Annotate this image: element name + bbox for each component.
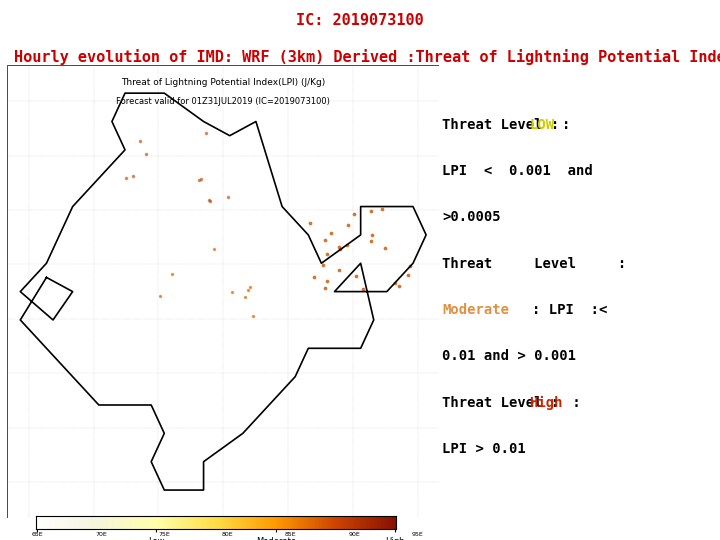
Text: 90E: 90E: [348, 532, 360, 537]
Point: [134, 137, 145, 145]
Point: [193, 176, 204, 185]
Point: [393, 282, 405, 291]
Point: [325, 229, 336, 238]
Point: [247, 312, 258, 320]
Text: Threat Level :: Threat Level :: [442, 118, 567, 132]
Point: [317, 261, 328, 269]
Point: [227, 288, 238, 296]
Text: Moderate: Moderate: [442, 303, 509, 317]
Point: [155, 292, 166, 300]
Point: [333, 243, 345, 252]
Point: [204, 197, 216, 205]
Point: [341, 241, 352, 249]
Point: [242, 285, 253, 294]
Point: [377, 205, 388, 214]
Text: Threat of Lightning Potential Index(LPI) (J/Kg): Threat of Lightning Potential Index(LPI)…: [121, 78, 325, 87]
Point: [208, 245, 220, 254]
Point: [404, 261, 415, 270]
Text: 70E: 70E: [95, 532, 107, 537]
Text: 95E: 95E: [412, 532, 423, 537]
Point: [127, 172, 138, 180]
Point: [244, 282, 256, 291]
Point: [366, 207, 377, 215]
Point: [366, 231, 378, 240]
Point: [322, 277, 333, 286]
Text: 0.01 and > 0.001: 0.01 and > 0.001: [442, 349, 576, 363]
Point: [305, 219, 316, 227]
Point: [222, 192, 234, 201]
Text: High: High: [529, 396, 563, 410]
Point: [196, 174, 207, 183]
Point: [203, 196, 215, 205]
Text: 80E: 80E: [222, 532, 233, 537]
Text: 65E: 65E: [32, 532, 43, 537]
Text: Threat Level :: Threat Level :: [442, 396, 567, 410]
Text: IC: 2019073100: IC: 2019073100: [296, 13, 424, 28]
Text: Forecast valid for 01Z31JUL2019 (IC=2019073100): Forecast valid for 01Z31JUL2019 (IC=2019…: [116, 97, 330, 105]
Point: [120, 174, 131, 183]
Text: LOW: LOW: [529, 118, 554, 132]
Point: [390, 279, 401, 288]
Point: [140, 149, 152, 158]
Point: [342, 220, 354, 229]
Point: [309, 273, 320, 281]
FancyBboxPatch shape: [7, 65, 439, 518]
Text: >0.0005: >0.0005: [442, 211, 500, 225]
Point: [365, 237, 377, 246]
Point: [379, 244, 391, 252]
Point: [348, 210, 359, 219]
Point: [239, 293, 251, 301]
Text: LPI  <  0.001  and: LPI < 0.001 and: [442, 164, 593, 178]
Text: 75E: 75E: [158, 532, 170, 537]
Point: [351, 272, 362, 280]
Point: [358, 285, 369, 293]
Point: [200, 129, 212, 138]
Text: LPI > 0.01: LPI > 0.01: [442, 442, 526, 456]
Text: Hourly evolution of IMD: WRF (3km) Derived :Threat of Lightning Potential Index : Hourly evolution of IMD: WRF (3km) Deriv…: [14, 49, 720, 65]
Text: 85E: 85E: [285, 532, 297, 537]
Point: [402, 271, 413, 279]
Text: :: :: [564, 396, 589, 410]
Text: :: :: [562, 118, 571, 132]
Point: [319, 235, 330, 244]
Text: : LPI  :<: : LPI :<: [532, 303, 608, 317]
Point: [333, 265, 345, 274]
Point: [322, 250, 333, 259]
Point: [166, 269, 178, 278]
Point: [319, 284, 330, 292]
Text: Threat     Level     :: Threat Level :: [442, 256, 626, 271]
Point: [334, 245, 346, 254]
